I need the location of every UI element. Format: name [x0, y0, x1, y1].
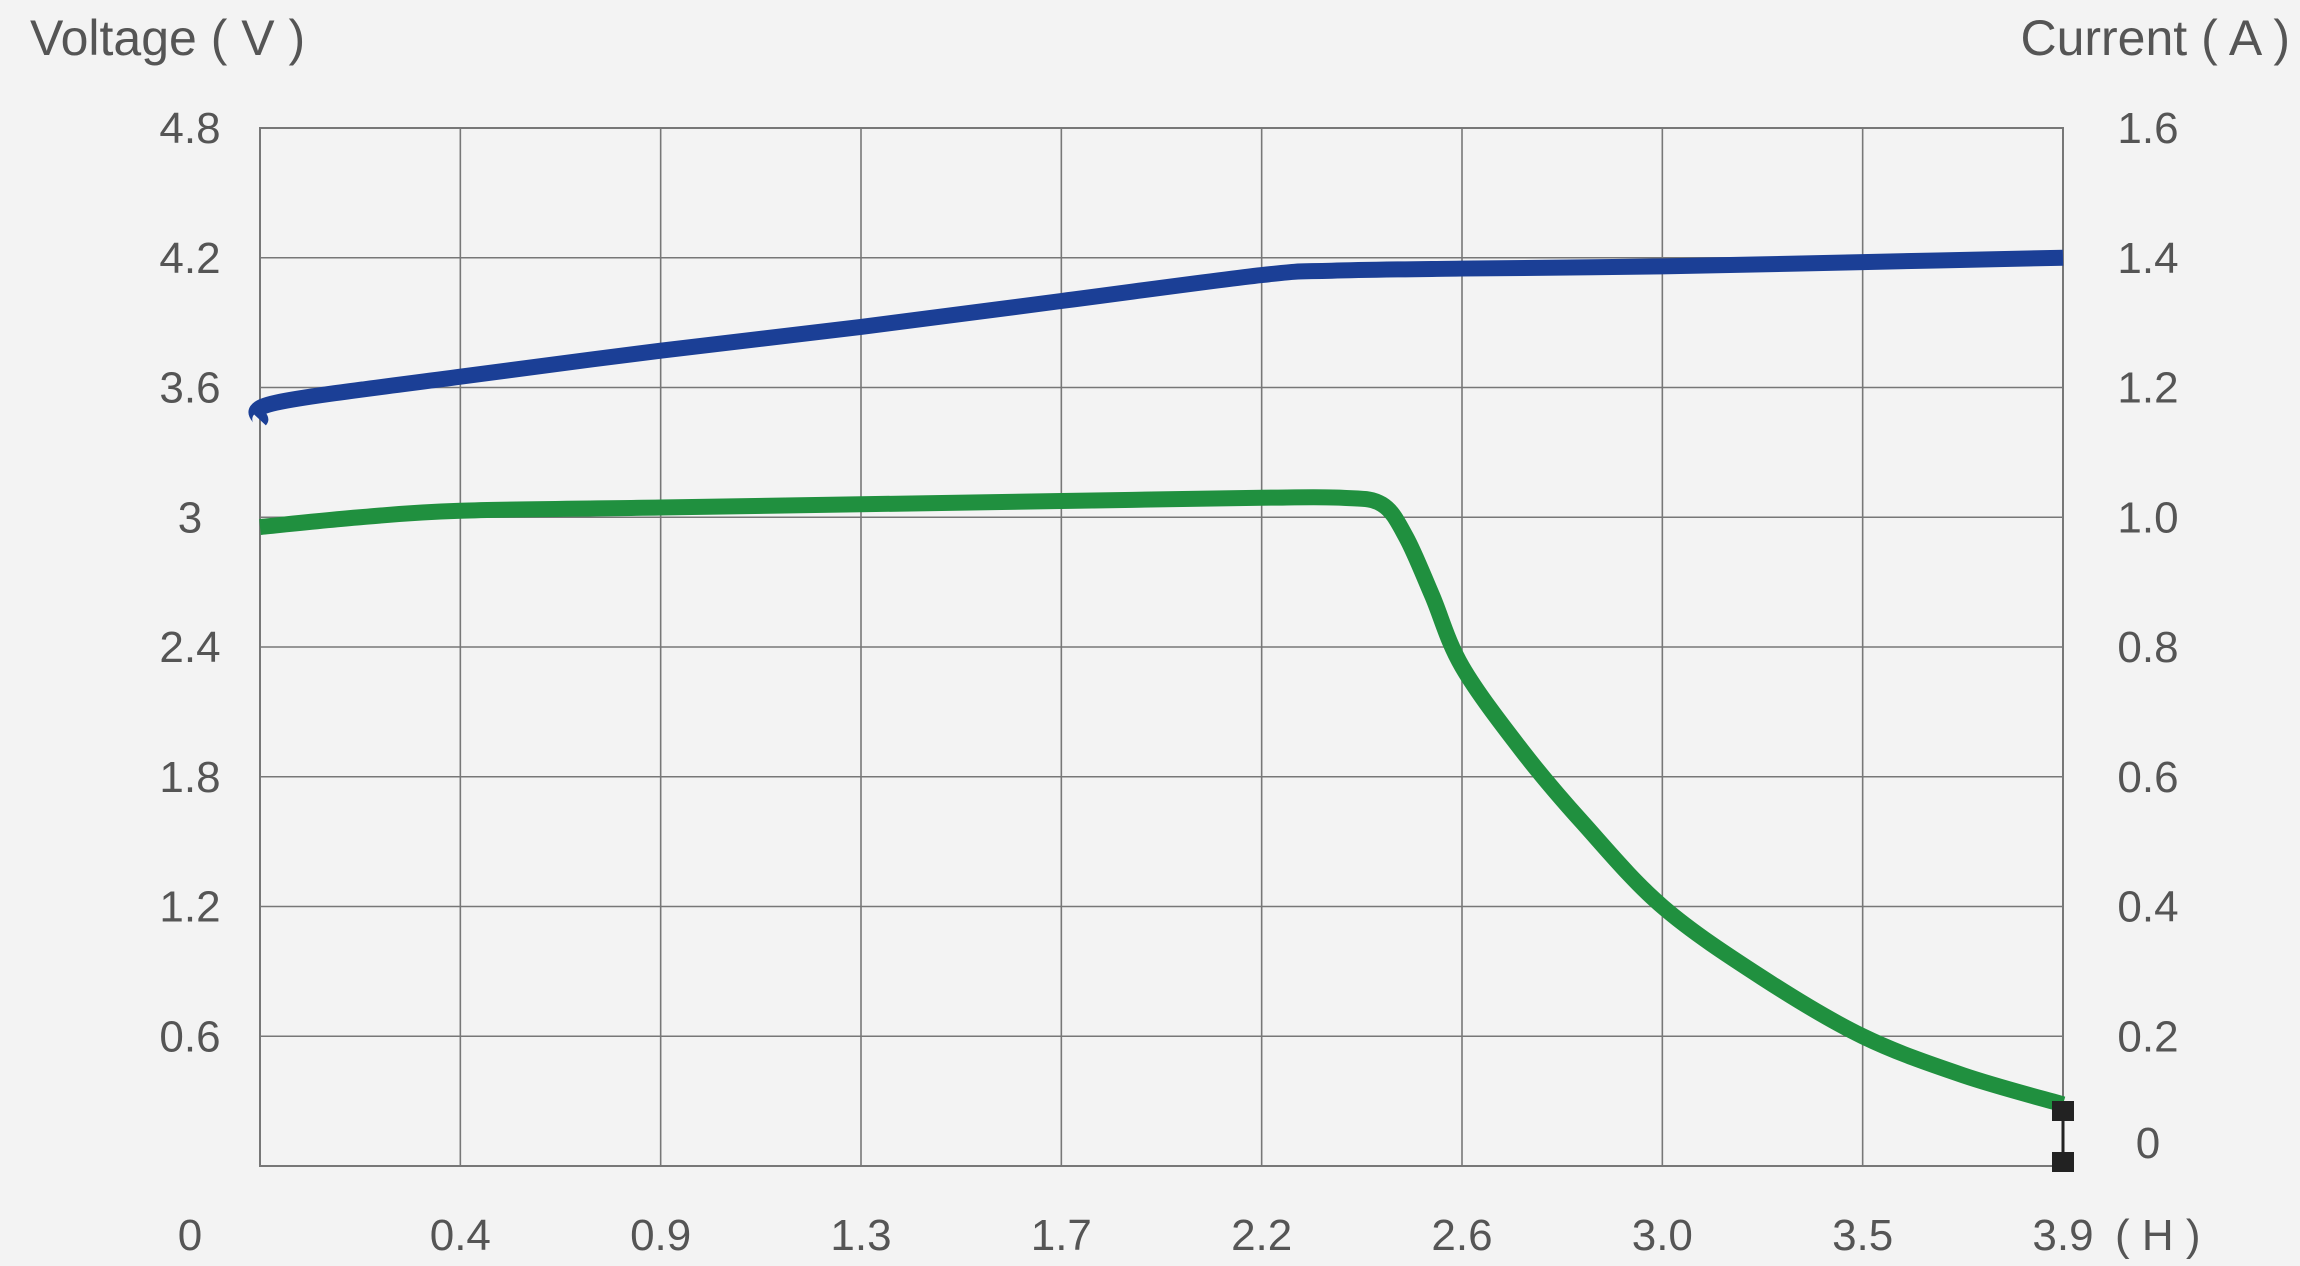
tick-labels: 0.4 0.9 1.3 1.7 2.2 2.6 3.0 3.5 3.9 4.8 4.2 3.6 3 2.4…: [159, 104, 2178, 1260]
y-right-tick-label: 1.2: [2117, 364, 2178, 413]
x-tick-label: 1.7: [1031, 1211, 1092, 1260]
square-marker-icon: [2052, 1152, 2074, 1172]
left-axis-title: Voltage ( V ): [30, 10, 305, 66]
x-origin-label: 0: [178, 1211, 202, 1260]
y-right-tick-label: 1.0: [2117, 493, 2178, 542]
y-right-tick-label: 0.6: [2117, 753, 2178, 802]
y-left-tick-label: 1.8: [159, 753, 220, 802]
y-left-tick-label: 3: [178, 493, 202, 542]
end-markers: [2052, 1101, 2074, 1172]
square-marker-icon: [2052, 1101, 2074, 1121]
x-tick-label: 2.2: [1231, 1211, 1292, 1260]
series-lines: [248, 249, 2066, 1113]
y-right-tick-label: 0.8: [2117, 623, 2178, 672]
y-left-tick-label: 3.6: [159, 364, 220, 413]
y-left-tick-label: 2.4: [159, 623, 220, 672]
y-left-tick-label: 1.2: [159, 883, 220, 932]
x-tick-label: 2.6: [1431, 1211, 1492, 1260]
y-right-tick-label: 0.4: [2117, 883, 2178, 932]
y-right-tick-label: 0: [2136, 1119, 2160, 1168]
x-unit-label: ( H ): [2115, 1211, 2201, 1260]
y-left-tick-label: 4.2: [159, 234, 220, 283]
x-tick-label: 1.3: [830, 1211, 891, 1260]
voltage-line: [248, 249, 2064, 428]
x-tick-label: 0.9: [630, 1211, 691, 1260]
y-right-tick-label: 1.4: [2117, 234, 2178, 283]
x-tick-label: 3.0: [1632, 1211, 1693, 1260]
current-line: [259, 489, 2066, 1113]
x-tick-label: 3.9: [2032, 1211, 2093, 1260]
y-right-tick-label: 1.6: [2117, 104, 2178, 153]
right-axis-title: Current ( A ): [2020, 10, 2290, 66]
y-left-tick-label: 4.8: [159, 104, 220, 153]
y-right-tick-label: 0.2: [2117, 1012, 2178, 1061]
x-tick-label: 0.4: [430, 1211, 491, 1260]
y-left-tick-label: 0.6: [159, 1012, 220, 1061]
x-tick-label: 3.5: [1832, 1211, 1893, 1260]
